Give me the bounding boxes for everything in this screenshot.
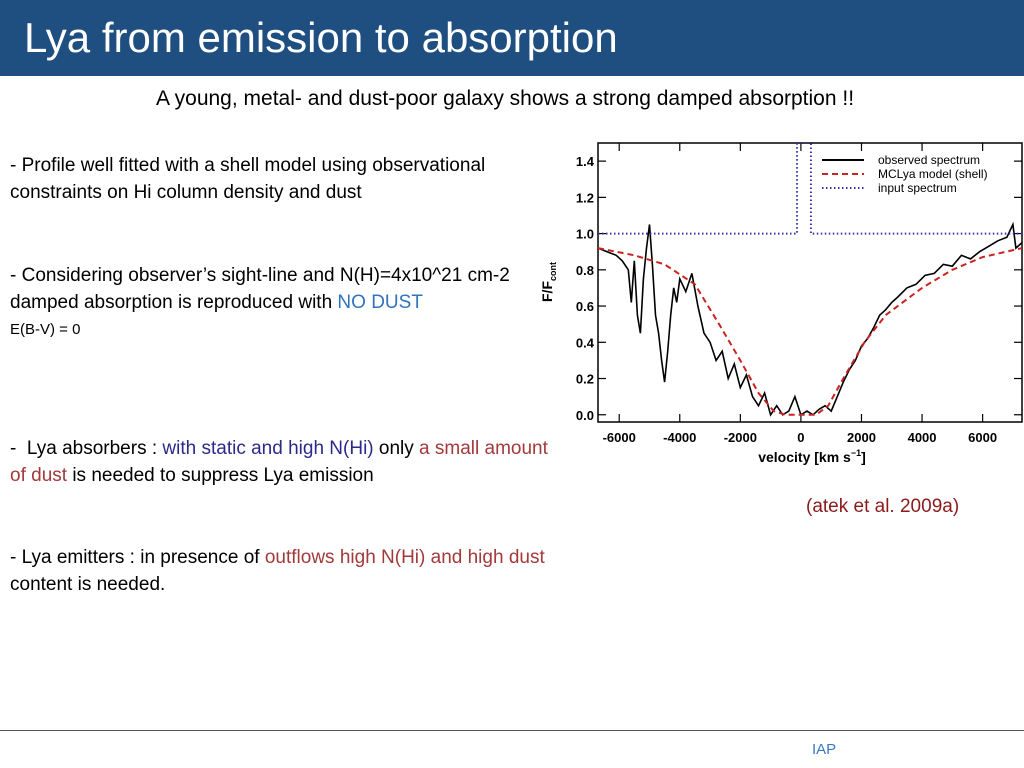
x-axis-label-end: ] (861, 449, 866, 465)
text-run: - Profile well fitted with a shell model… (10, 155, 491, 203)
y-tick-label: 0.2 (576, 372, 594, 387)
y-tick-label: 1.4 (576, 154, 595, 169)
x-tick-label: -6000 (603, 430, 636, 445)
slide-title: Lya from emission to absorption (24, 14, 618, 61)
y-tick-label: 0.8 (576, 263, 594, 278)
y-tick-label: 0.0 (576, 408, 594, 423)
legend-label: MCLya model (shell) (878, 167, 988, 181)
text-run: - Lya absorbers : (10, 438, 163, 459)
y-tick-label: 0.4 (576, 335, 595, 350)
y-axis-label-sub: cont (548, 262, 558, 281)
citation: (atek et al. 2009a) (806, 496, 960, 517)
chart: F/Fcont velocity [km s−1] 0.0 0.2 0.4 0.6 0.… (539, 142, 1023, 465)
x-axis-label-sup: −1 (851, 448, 861, 458)
paragraph: - Profile well fitted with a shell model… (10, 152, 555, 206)
paragraph: - Lya absorbers : with static and high N… (10, 435, 555, 489)
x-axis-label: velocity [km s−1] (758, 448, 866, 465)
text-run: - Considering observer’s sight-line and … (10, 265, 516, 313)
x-tick-label: 2000 (847, 430, 876, 445)
title-bar (0, 0, 1024, 76)
x-tick-label: 4000 (908, 430, 937, 445)
y-tick-label: 1.0 (576, 227, 594, 242)
text-run: outflows high N(Hi) and high dust (264, 547, 545, 568)
text-run: content is needed. (10, 547, 551, 595)
text-run: is needed to suppress Lya emission (67, 465, 374, 486)
text-run: a small amount of dust (10, 438, 554, 486)
y-tick-label: 1.2 (576, 190, 594, 205)
x-tick-label: 6000 (968, 430, 997, 445)
footer-rule (0, 730, 1024, 731)
series-line (598, 221, 1022, 417)
subtitle: A young, metal- and dust-poor galaxy sho… (155, 87, 855, 110)
y-tick-label: 0.6 (576, 299, 594, 314)
footer: IAP (812, 741, 837, 758)
text-run: NO DUST (337, 292, 423, 313)
text-run: only (373, 438, 420, 459)
x-tick-label: -2000 (724, 430, 757, 445)
x-tick-label: -4000 (663, 430, 696, 445)
legend-label: input spectrum (878, 181, 957, 195)
paragraph: - Considering observer’s sight-line and … (10, 262, 555, 316)
series-line (598, 247, 1022, 416)
plot-lines (598, 143, 1022, 417)
text-run: E(B-V) = 0 (10, 321, 81, 338)
plot-frame (597, 142, 1023, 423)
series-line (598, 143, 1022, 235)
legend-label: observed spectrum (878, 153, 980, 167)
text-run: with static and high N(Hi) (162, 438, 374, 459)
text-run: - Lya emitters : in presence of (10, 547, 265, 568)
y-axis-label: F/Fcont (539, 262, 558, 302)
paragraph: E(B-V) = 0 (10, 316, 555, 343)
paragraph: - Lya emitters : in presence of outflows… (10, 544, 555, 598)
x-axis-label-main: velocity [km s (758, 449, 851, 465)
x-tick-label: 0 (797, 430, 804, 445)
y-axis-label-main: F/F (539, 281, 555, 302)
